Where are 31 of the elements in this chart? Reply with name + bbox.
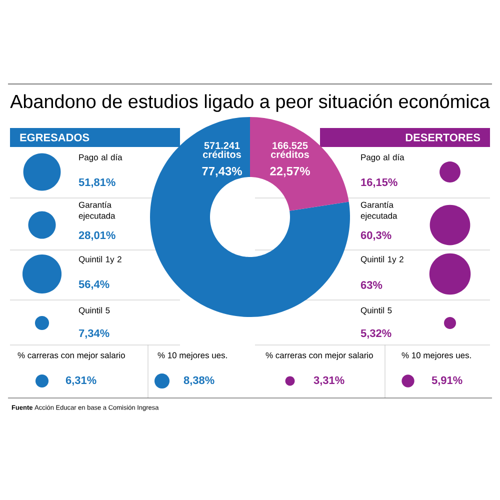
data-label: 6,31% (66, 376, 96, 386)
chart-title: Abandono de estudios ligado a peor situación económica (10, 94, 490, 112)
category-label: % 10 mejores ues. (402, 352, 471, 360)
data-label: 22,57% (270, 166, 310, 178)
category-label: Quintil 5 (360, 307, 392, 315)
category-label: Garantía ejecutada (78, 202, 116, 220)
text: 571.241 créditos (203, 142, 241, 158)
data-label: 7,34% (78, 329, 110, 339)
category-label: Garantía ejecutada (360, 202, 398, 220)
data-label: 16,15% (361, 178, 398, 188)
data-label: 63% (360, 281, 382, 289)
text: EGRESADOS (20, 134, 90, 142)
data-label: 5,32% (360, 329, 392, 339)
text: 166.525 créditos (271, 142, 309, 158)
category-label: % 10 mejores ues. (158, 352, 227, 360)
text: DESERTORES (406, 134, 480, 142)
category-label: Pago al día (79, 154, 122, 162)
category-label: Pago al día (361, 154, 404, 162)
data-label: 3,31% (314, 376, 344, 386)
category-label: Quintil 1y 2 (360, 256, 404, 264)
data-label: 8,38% (184, 376, 214, 386)
category-label: % carreras con mejor salario (266, 352, 373, 360)
data-label: 56,4% (78, 280, 110, 290)
category-label: % carreras con mejor salario (18, 352, 125, 360)
data-label: 60,3% (360, 231, 392, 241)
data-label: 77,43% (202, 166, 242, 178)
data-label: 51,81% (78, 178, 116, 188)
data-label: 28,01% (78, 231, 116, 241)
category-label: Quintil 5 (78, 307, 110, 315)
category-label: Quintil 1y 2 (78, 256, 122, 264)
data-label: 5,91% (432, 376, 462, 386)
